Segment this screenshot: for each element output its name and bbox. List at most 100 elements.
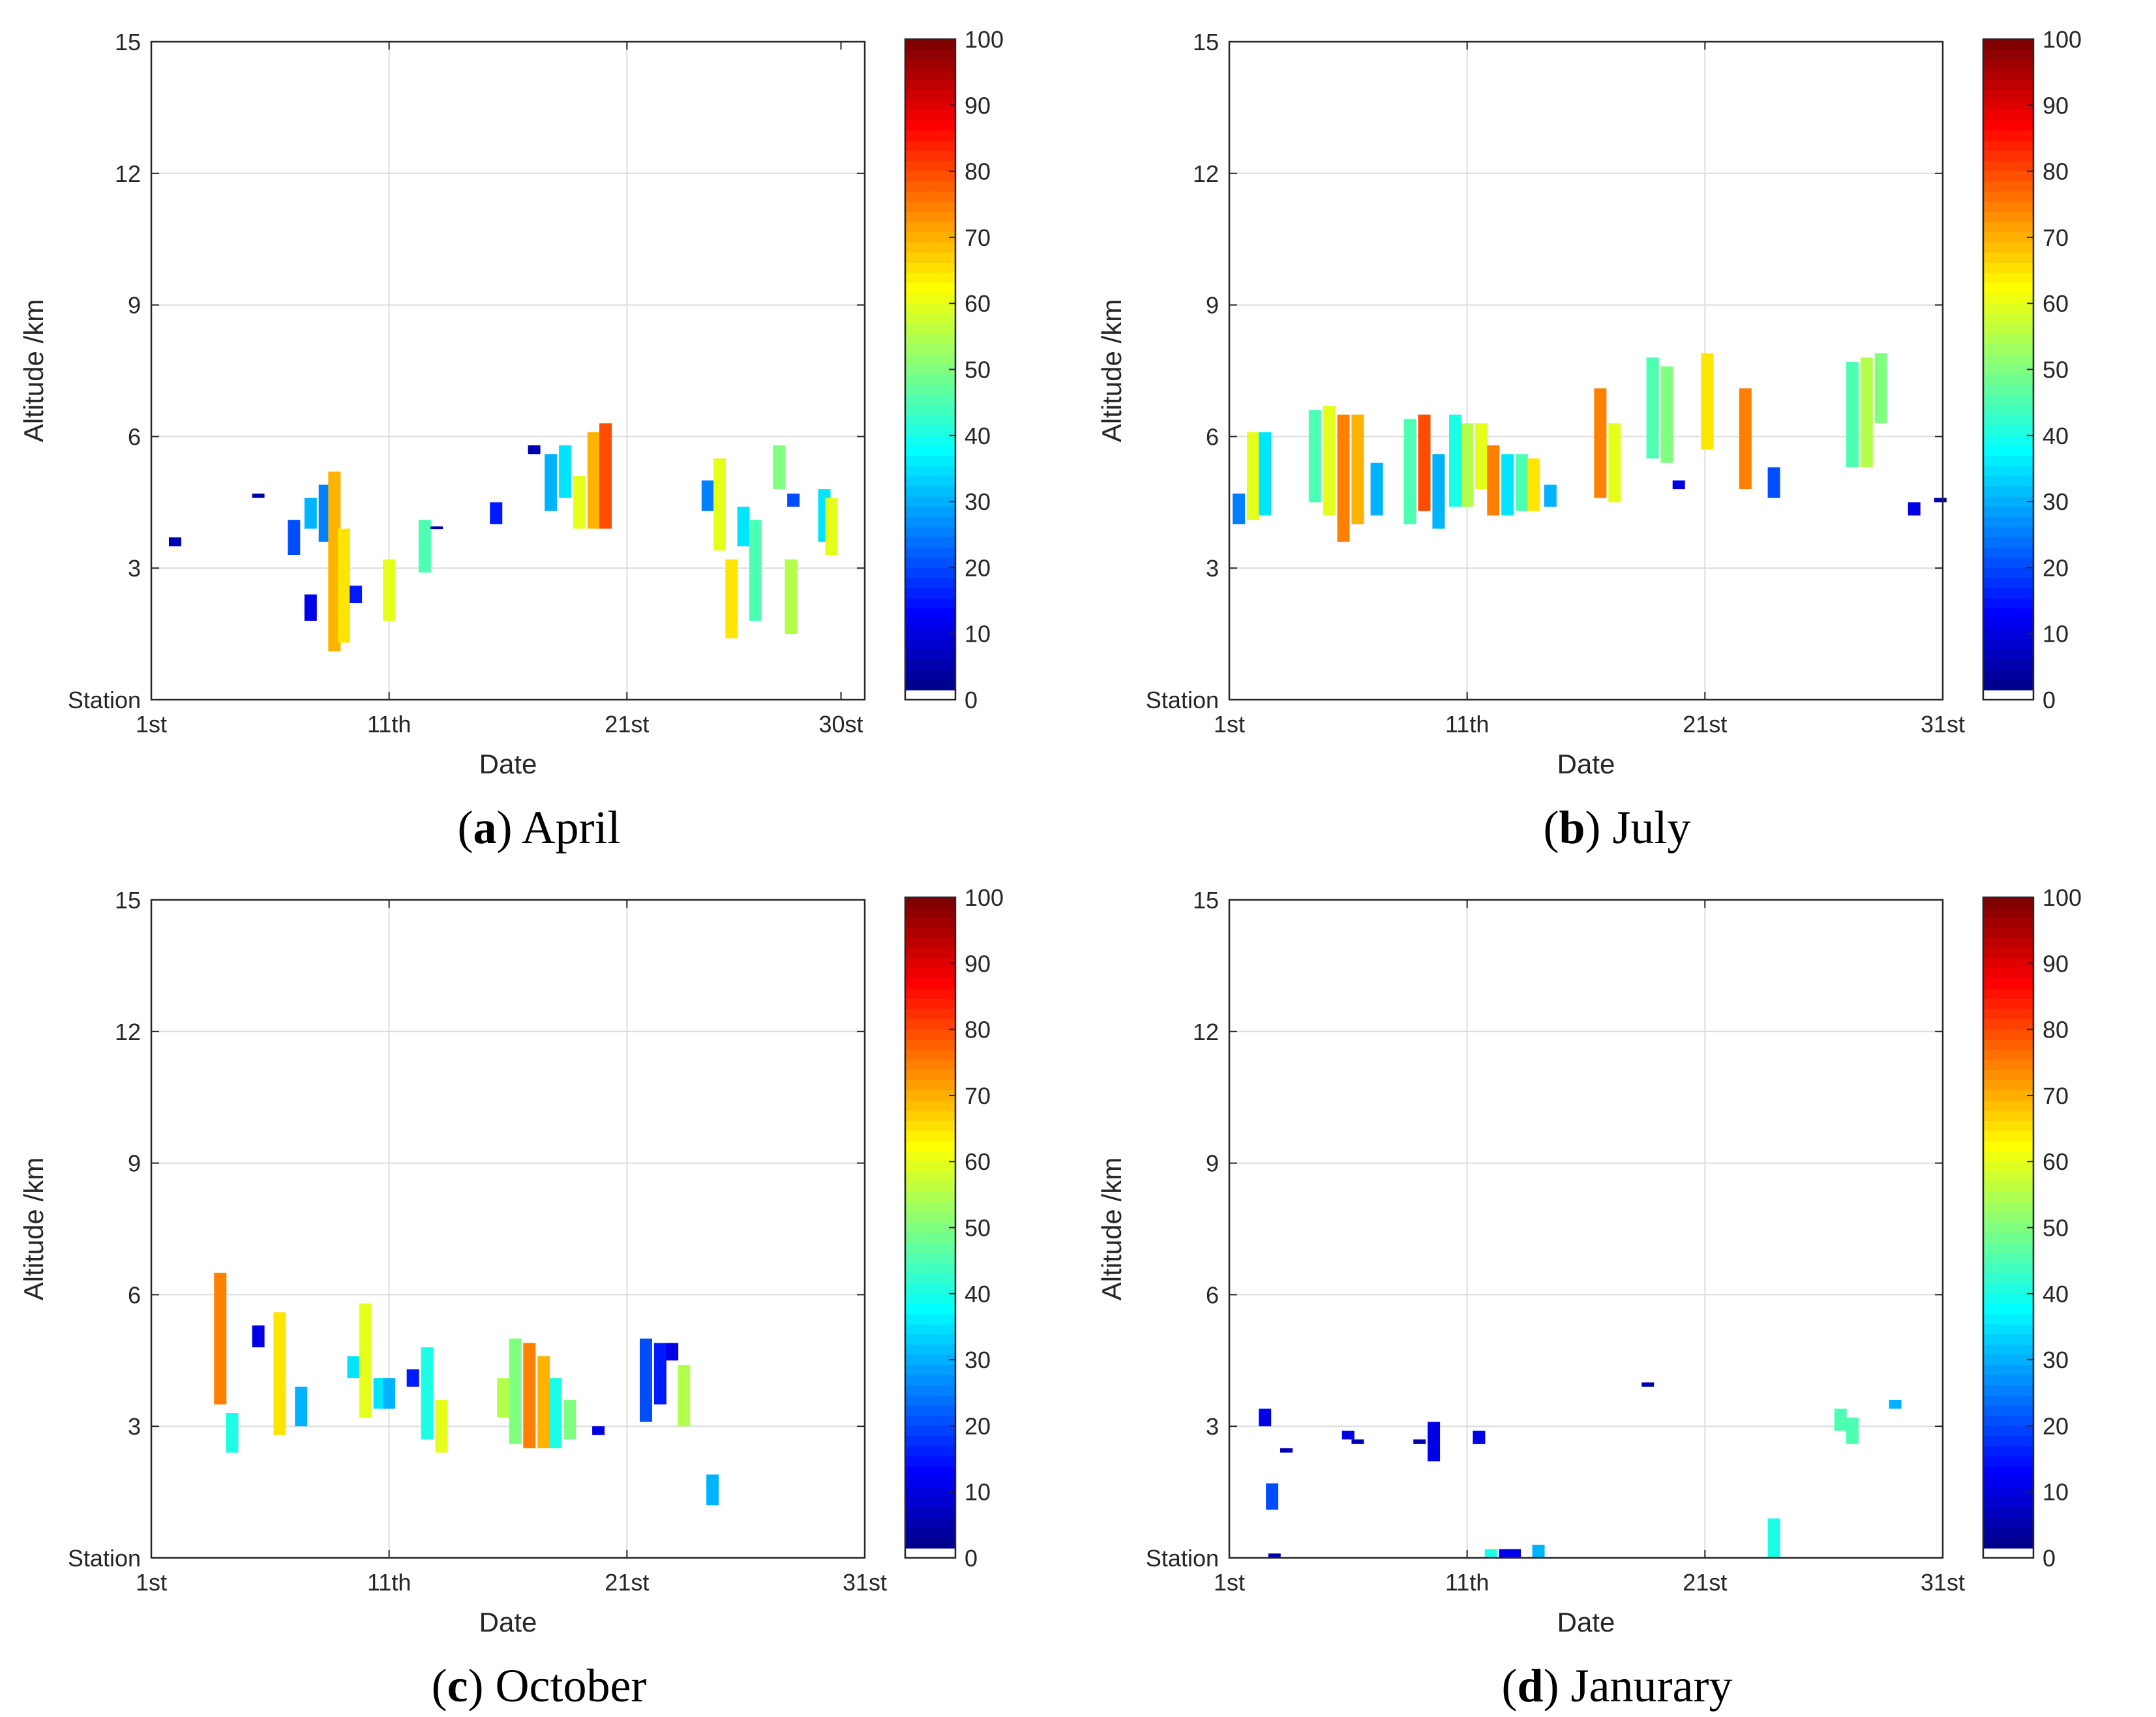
y-tick-label: 6 bbox=[1206, 1281, 1219, 1308]
y-tick-label: Station bbox=[1146, 1545, 1219, 1572]
colorbar-segment bbox=[1983, 1416, 2033, 1427]
colorbar-segment bbox=[1983, 1111, 2033, 1122]
colorbar-segment bbox=[1983, 151, 2033, 162]
colorbar-segment bbox=[1983, 334, 2033, 345]
colorbar-segment bbox=[905, 1436, 955, 1447]
colorbar-segment bbox=[905, 1243, 955, 1254]
data-cell bbox=[773, 445, 786, 490]
colorbar-tick-label: 100 bbox=[965, 26, 1004, 53]
colorbar-segment bbox=[1983, 578, 2033, 589]
data-cell bbox=[1846, 362, 1859, 468]
data-cell bbox=[1259, 432, 1272, 516]
colorbar-segment bbox=[905, 669, 955, 681]
colorbar-segment bbox=[1983, 1161, 2033, 1172]
data-cell bbox=[1767, 1518, 1780, 1558]
colorbar-segment bbox=[905, 1060, 955, 1071]
cloud-cells bbox=[168, 423, 838, 652]
plot-area bbox=[1229, 900, 1943, 1558]
april-chart: 1st 11th 21st 30st Station 3 6 9 12 15 Date Altitud… bbox=[18, 26, 1004, 779]
panel-caption: (a) April bbox=[457, 801, 621, 854]
colorbar-tick-label: 100 bbox=[965, 884, 1004, 911]
colorbar-segment bbox=[1983, 1060, 2033, 1071]
colorbar-tick-label: 60 bbox=[965, 1148, 991, 1175]
data-cell bbox=[1403, 419, 1416, 524]
y-tick-label: 15 bbox=[115, 887, 141, 914]
colorbar-segment bbox=[1983, 364, 2033, 376]
colorbar-segment bbox=[905, 1354, 955, 1366]
colorbar-segment bbox=[905, 927, 955, 939]
colorbar-segment bbox=[905, 1049, 955, 1061]
colorbar-segment bbox=[905, 1405, 955, 1416]
colorbar-tick-label: 80 bbox=[965, 1017, 991, 1043]
colorbar-segment bbox=[1983, 405, 2033, 416]
data-cell bbox=[1337, 414, 1350, 542]
data-cell bbox=[1266, 1483, 1279, 1510]
data-cell bbox=[706, 1474, 719, 1506]
colorbar-segment bbox=[1983, 80, 2033, 91]
data-cell bbox=[421, 1347, 434, 1440]
colorbar-segment bbox=[1983, 1487, 2033, 1498]
data-cell bbox=[1499, 1549, 1512, 1558]
colorbar-segment bbox=[1983, 1192, 2033, 1203]
x-axis-label: Date bbox=[479, 749, 537, 779]
colorbar-segment bbox=[905, 293, 955, 305]
colorbar-segment bbox=[905, 1111, 955, 1122]
colorbar-segment bbox=[905, 598, 955, 609]
colorbar-segment bbox=[1983, 1283, 2033, 1294]
colorbar-segment bbox=[1983, 1171, 2033, 1183]
colorbar-segment bbox=[905, 1151, 955, 1163]
colorbar-segment bbox=[1983, 374, 2033, 385]
colorbar-segment bbox=[905, 1222, 955, 1234]
colorbar-segment bbox=[905, 110, 955, 121]
colorbar-segment bbox=[1983, 466, 2033, 477]
colorbar-segment bbox=[1983, 181, 2033, 192]
colorbar-tick-label: 90 bbox=[965, 92, 991, 119]
y-tick-label: 3 bbox=[128, 555, 141, 582]
colorbar-segment bbox=[905, 1070, 955, 1081]
y-tick-label: 9 bbox=[1206, 292, 1219, 319]
y-axis-label: Altitude /km bbox=[18, 1157, 49, 1300]
colorbar-segment bbox=[905, 466, 955, 477]
y-tick-label: 3 bbox=[1206, 555, 1219, 582]
colorbar-segment bbox=[1983, 1467, 2033, 1478]
colorbar-segment bbox=[905, 436, 955, 447]
colorbar-segment bbox=[905, 897, 955, 908]
data-cell bbox=[599, 423, 612, 529]
colorbar-tick-label: 80 bbox=[965, 158, 991, 185]
colorbar-tick-label: 70 bbox=[2043, 224, 2069, 251]
x-tick-label: 21st bbox=[1683, 1569, 1727, 1596]
colorbar-segment bbox=[1983, 1273, 2033, 1285]
data-cell bbox=[430, 526, 443, 530]
colorbar-tick-label: 100 bbox=[2043, 884, 2082, 911]
data-cell bbox=[545, 454, 558, 511]
data-cell bbox=[383, 1378, 396, 1409]
data-cell bbox=[373, 1378, 386, 1409]
x-tick-label: 11th bbox=[1445, 711, 1489, 738]
colorbar-segment bbox=[905, 588, 955, 599]
colorbar: 0 10 20 30 40 50 60 70 80 90 100 bbox=[1982, 26, 2082, 713]
colorbar-zero-band bbox=[1983, 1547, 2033, 1558]
colorbar-segment bbox=[905, 212, 955, 223]
x-tick-label: 1st bbox=[136, 711, 167, 738]
data-cell bbox=[1341, 1430, 1355, 1440]
colorbar-segment bbox=[1983, 618, 2033, 630]
colorbar-segment bbox=[905, 1507, 955, 1518]
data-cell bbox=[1418, 414, 1431, 511]
colorbar-segment bbox=[905, 1294, 955, 1305]
data-cell bbox=[509, 1338, 522, 1444]
colorbar-segment bbox=[905, 181, 955, 192]
data-cell bbox=[701, 480, 714, 511]
colorbar-segment bbox=[1983, 537, 2033, 548]
data-cell bbox=[1501, 454, 1514, 516]
colorbar-segment bbox=[1983, 456, 2033, 467]
data-cell bbox=[1660, 366, 1673, 463]
y-tick-label: 9 bbox=[128, 1150, 141, 1177]
colorbar-segment bbox=[1983, 212, 2033, 223]
colorbar-segment bbox=[905, 252, 955, 263]
data-cell bbox=[549, 1378, 562, 1448]
colorbar-segment bbox=[1983, 978, 2033, 990]
data-cell bbox=[1323, 406, 1336, 516]
colorbar-segment bbox=[1983, 232, 2033, 243]
colorbar-tick-label: 40 bbox=[2043, 423, 2069, 449]
colorbar-segment bbox=[905, 1517, 955, 1529]
